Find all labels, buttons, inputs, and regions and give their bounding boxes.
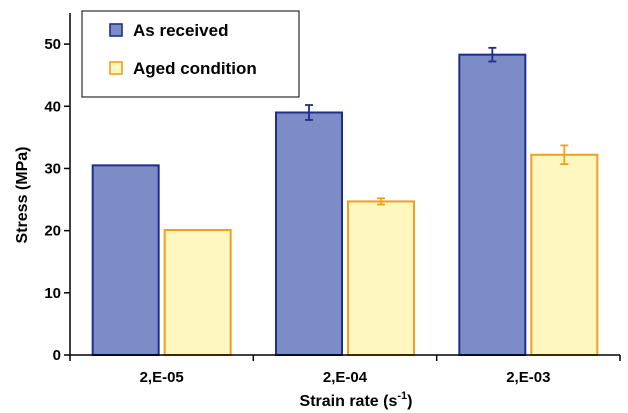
legend-label-as-received: As received [133,21,228,40]
x-axis-title-main: Strain rate (s [300,393,398,410]
error-bars-layer [305,48,568,205]
y-tick-label: 10 [44,285,61,302]
x-axis-title: Strain rate (s-1) [300,390,413,410]
bar-aged-condition [165,230,231,355]
x-axis-title-suffix: ) [407,393,412,410]
legend-label-aged-condition: Aged condition [133,59,257,78]
y-tick-label: 20 [44,223,61,240]
bar-as-received [93,165,159,355]
x-tick-label: 2,E-05 [140,369,184,386]
x-tick-label: 2,E-04 [323,369,368,386]
y-axis-title: Stress (MPa) [14,147,31,244]
x-tick-label: 2,E-03 [506,369,550,386]
x-axis-title-superscript: -1 [397,390,407,402]
y-axis-ticks: 0 10 20 30 40 50 [44,36,70,364]
bar-as-received [276,112,342,355]
legend-swatch-as-received [110,24,122,36]
y-tick-label: 30 [44,160,61,177]
legend: As received Aged condition [82,11,299,97]
legend-swatch-aged-condition [110,62,122,74]
x-axis-ticks: 2,E-05 2,E-04 2,E-03 [70,355,620,386]
y-tick-label: 50 [44,36,61,53]
bar-as-received [459,55,525,355]
bar-aged-condition [531,155,597,355]
bars-layer [93,55,598,355]
y-tick-label: 40 [44,98,61,115]
bar-aged-condition [348,201,414,355]
y-tick-label: 0 [53,347,61,364]
